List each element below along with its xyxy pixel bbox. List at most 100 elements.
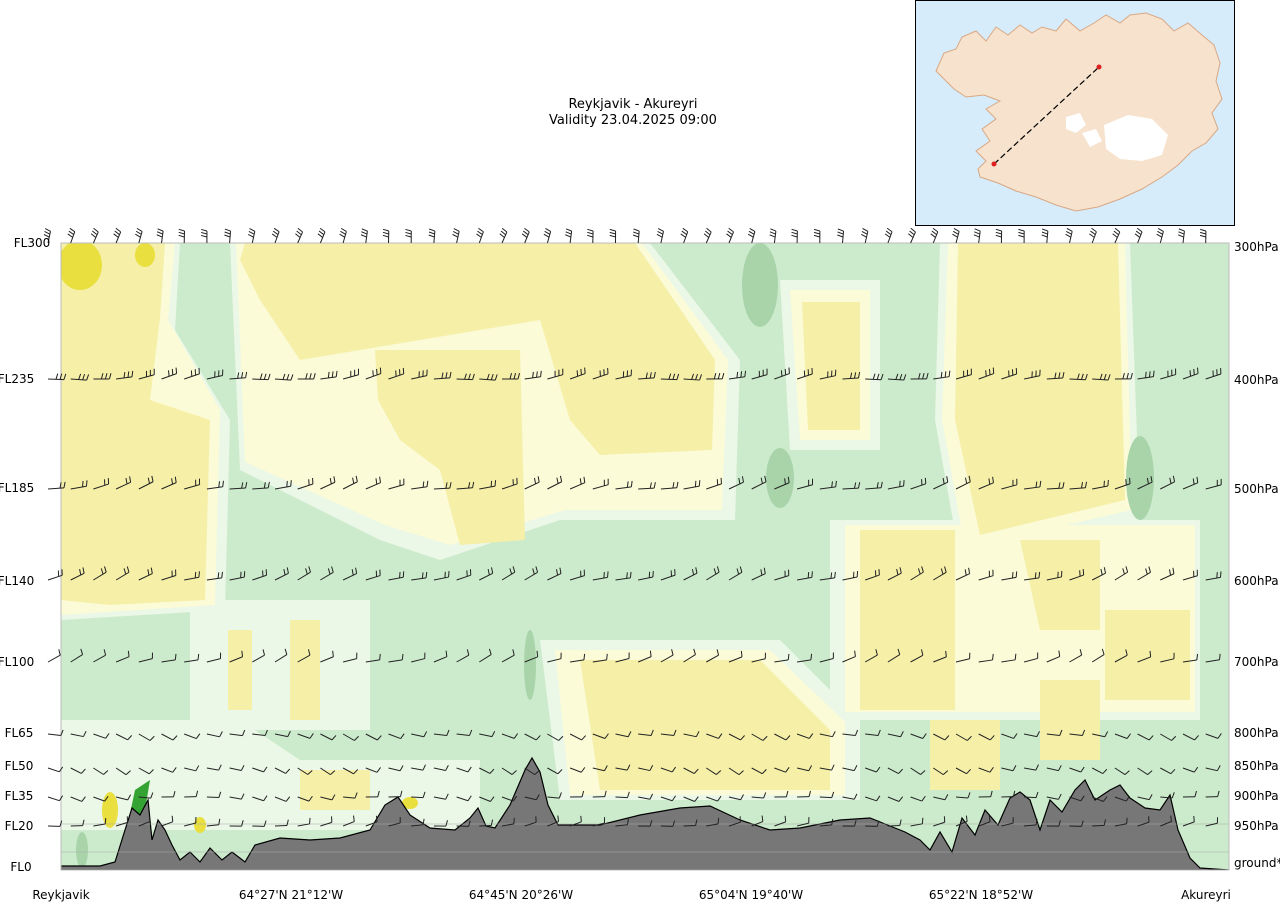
wind-barb bbox=[615, 791, 630, 799]
wind-barb bbox=[751, 567, 766, 581]
wind-barb bbox=[842, 793, 858, 800]
wind-barb bbox=[428, 228, 436, 244]
wind-barb bbox=[388, 817, 401, 827]
left-label: FL140 bbox=[0, 574, 34, 588]
wind-barb bbox=[1069, 649, 1083, 663]
wind-barb bbox=[47, 569, 63, 581]
wind-barb bbox=[1114, 649, 1128, 663]
wind-barb bbox=[837, 228, 845, 244]
wind-barb bbox=[1160, 815, 1172, 827]
wind-barb bbox=[1160, 475, 1176, 490]
wind-barb bbox=[1023, 369, 1041, 380]
wind-barb bbox=[547, 733, 564, 741]
wind-barb bbox=[90, 227, 99, 244]
terrain-profile bbox=[61, 756, 1229, 870]
wind-barb bbox=[47, 795, 64, 802]
x-label: 65°22'N 18°52'W bbox=[929, 888, 1033, 902]
wind-barb bbox=[411, 652, 426, 663]
wind-barb bbox=[813, 228, 821, 244]
wind-barb bbox=[135, 227, 143, 244]
wind-barb bbox=[547, 475, 563, 490]
wind-barb bbox=[683, 373, 702, 381]
wind-barb bbox=[479, 648, 492, 663]
wind-barb bbox=[547, 815, 560, 827]
wind-barb bbox=[161, 569, 177, 581]
wind-barb bbox=[706, 477, 722, 490]
wind-barb bbox=[113, 227, 122, 244]
wind-barb bbox=[797, 571, 813, 581]
wind-barb bbox=[933, 767, 949, 776]
wind-barb bbox=[274, 373, 294, 381]
wind-barb bbox=[1069, 373, 1088, 381]
wind-barb bbox=[751, 475, 767, 490]
wind-barb bbox=[93, 373, 112, 380]
wind-barb bbox=[842, 570, 859, 581]
wind-barb bbox=[1091, 567, 1107, 581]
wind-barb bbox=[728, 767, 744, 776]
wind-barb bbox=[819, 652, 834, 663]
wind-barb bbox=[978, 815, 991, 827]
wind-barb bbox=[751, 792, 767, 799]
wind-barb bbox=[569, 569, 585, 581]
wind-barb bbox=[774, 733, 791, 741]
x-label: 64°45'N 20°26'W bbox=[469, 888, 573, 902]
wind-barb bbox=[910, 733, 927, 739]
wind-barb bbox=[796, 367, 813, 380]
glacier-hofsjokull bbox=[1082, 129, 1102, 147]
wind-barb bbox=[774, 367, 790, 380]
wind-barb bbox=[547, 368, 564, 380]
wind-barb bbox=[887, 480, 905, 490]
wind-barb bbox=[360, 228, 368, 244]
title-route: Reykjavik - Akureyri bbox=[568, 97, 698, 112]
wind-barb bbox=[887, 373, 907, 381]
chart-title: Reykjavik - Akureyri Validity 23.04.2025… bbox=[533, 97, 733, 129]
wind-barb bbox=[456, 649, 470, 663]
wind-barb bbox=[229, 650, 244, 663]
wind-barb bbox=[229, 764, 245, 772]
wind-barb bbox=[865, 795, 881, 802]
wind-barb bbox=[184, 817, 197, 827]
wind-barb bbox=[433, 729, 450, 737]
plot-frame bbox=[60, 242, 1230, 871]
wind-barb bbox=[955, 475, 971, 490]
wind-barb bbox=[569, 815, 582, 827]
wind-barb bbox=[860, 228, 869, 244]
wind-barb bbox=[728, 816, 741, 827]
wind-barb bbox=[206, 480, 224, 490]
wind-barb bbox=[1112, 227, 1121, 244]
wind-barb bbox=[365, 733, 382, 741]
wind-barb bbox=[206, 764, 222, 771]
wind-barb bbox=[229, 482, 248, 490]
wind-barb bbox=[138, 652, 153, 663]
wind-barb bbox=[201, 228, 208, 244]
wind-barb bbox=[343, 792, 358, 799]
wind-barb bbox=[433, 371, 452, 380]
left-label: FL185 bbox=[0, 481, 34, 495]
wind-barb bbox=[138, 567, 153, 581]
wind-barb bbox=[252, 373, 271, 381]
wind-barb bbox=[1092, 479, 1109, 490]
wind-barb bbox=[1001, 571, 1018, 581]
wind-barb bbox=[1001, 765, 1017, 772]
wind-barb bbox=[184, 765, 200, 772]
wind-barb bbox=[206, 571, 223, 581]
wind-barb bbox=[569, 476, 586, 490]
x-axis-labels: Reykjavik 64°27'N 21°12'W 64°45'N 20°26'… bbox=[32, 888, 1231, 902]
wind-barb bbox=[93, 733, 110, 739]
wind-barb bbox=[274, 767, 291, 774]
wind-barb bbox=[933, 794, 949, 801]
wind-barb bbox=[479, 819, 494, 827]
wind-barb bbox=[547, 767, 563, 775]
wind-barb bbox=[161, 790, 176, 798]
wind-barb bbox=[411, 764, 427, 771]
wind-barb bbox=[615, 764, 631, 771]
wind-barb bbox=[524, 566, 539, 581]
wind-barb bbox=[865, 569, 880, 581]
wind-barb bbox=[680, 227, 689, 244]
wind-barb bbox=[1205, 733, 1222, 739]
wind-barb bbox=[933, 816, 946, 827]
wind-barb bbox=[1092, 731, 1109, 738]
wind-barb bbox=[252, 729, 268, 736]
wind-barb bbox=[819, 818, 834, 827]
wind-barb bbox=[388, 367, 405, 380]
